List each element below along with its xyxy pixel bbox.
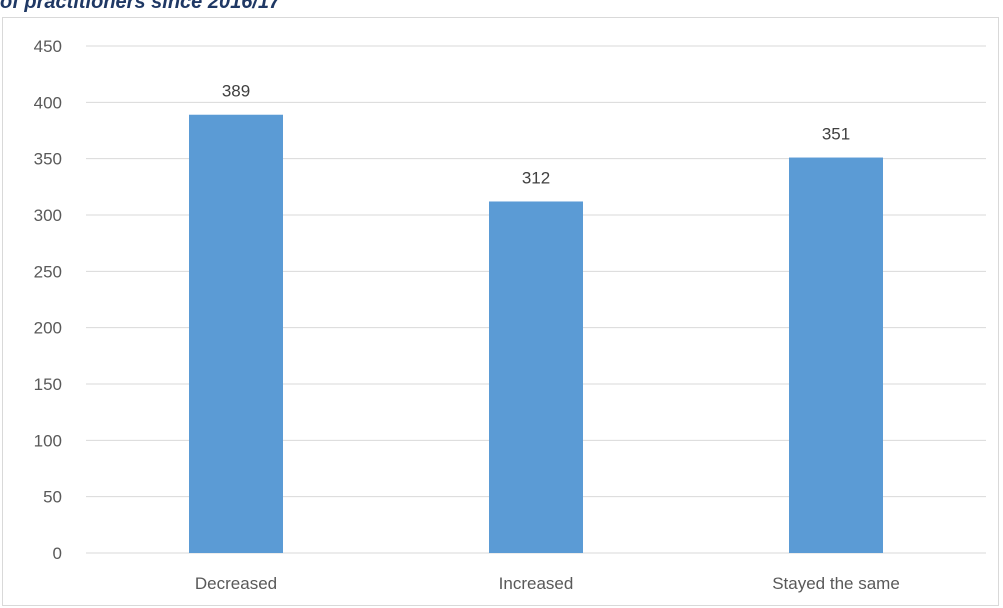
x-axis-ticks: Decreased Increased Stayed the same (195, 574, 900, 593)
x-tick-label: Stayed the same (772, 574, 900, 593)
x-tick-label: Increased (499, 574, 574, 593)
y-tick-label: 50 (43, 488, 62, 507)
y-tick-label: 250 (34, 262, 62, 281)
y-tick-label: 450 (34, 37, 62, 56)
y-axis-ticks: 0 50 100 150 200 250 300 350 400 450 (34, 37, 62, 563)
y-tick-label: 400 (34, 93, 62, 112)
y-tick-label: 150 (34, 375, 62, 394)
data-label: 312 (522, 168, 550, 187)
y-tick-label: 0 (53, 544, 62, 563)
bars (189, 114, 883, 554)
y-tick-label: 200 (34, 319, 62, 338)
bar-decreased (189, 114, 283, 553)
y-tick-label: 300 (34, 206, 62, 225)
y-tick-label: 100 (34, 431, 62, 450)
bar-stayed-the-same (789, 157, 883, 554)
bar-increased (489, 201, 583, 554)
data-label: 351 (822, 125, 850, 144)
chart-caption: of practitioners since 2016/17 (0, 0, 281, 13)
data-labels: 389 312 351 (222, 82, 850, 188)
y-tick-label: 350 (34, 150, 62, 169)
data-label: 389 (222, 82, 250, 101)
x-tick-label: Decreased (195, 574, 277, 593)
